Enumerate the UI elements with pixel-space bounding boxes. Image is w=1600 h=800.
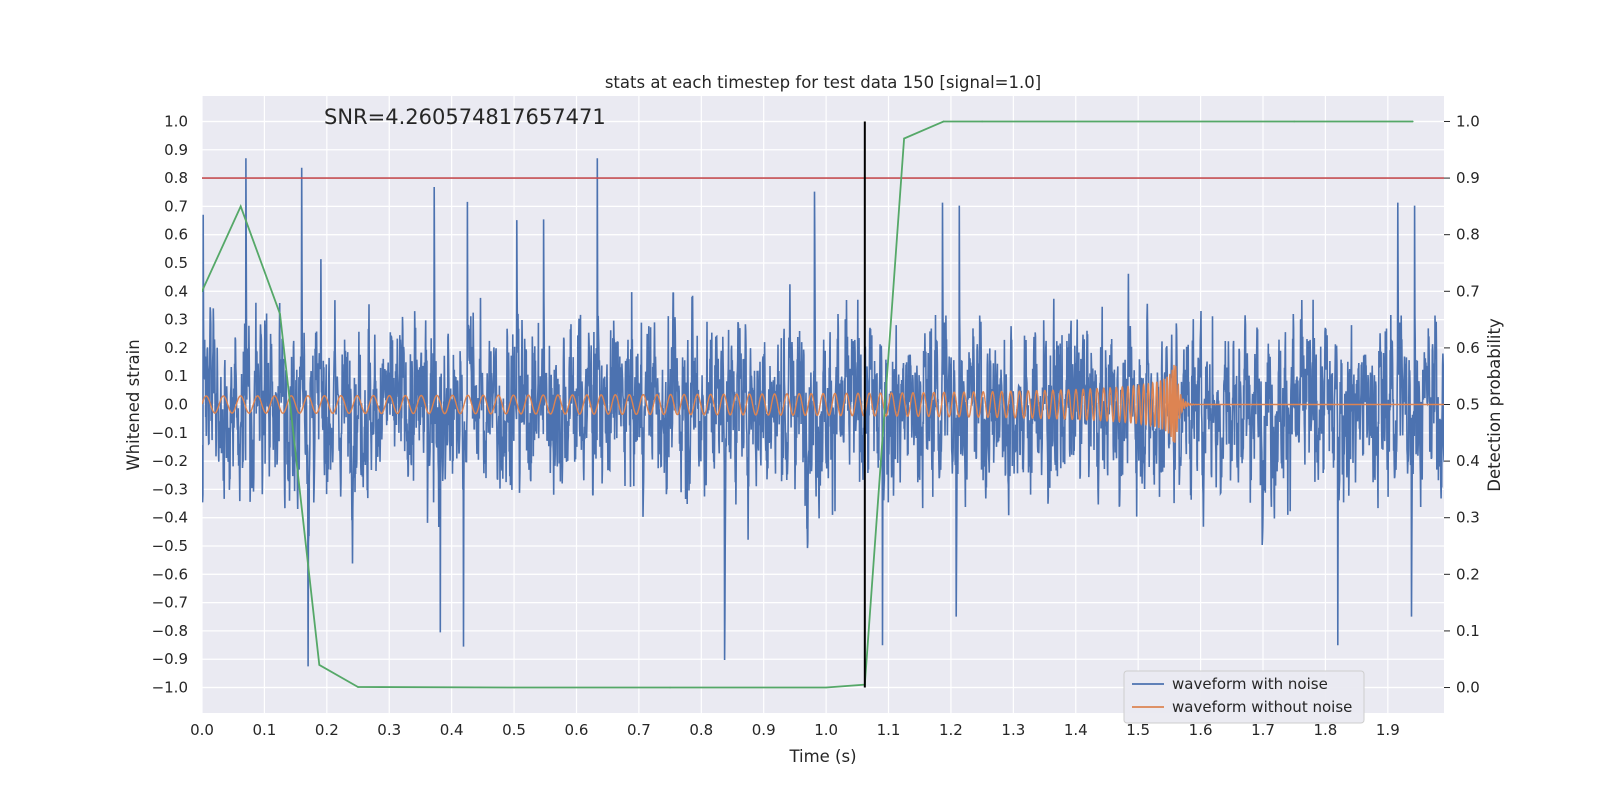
- x-tick-label: 1.7: [1251, 721, 1275, 739]
- x-tick-label: 1.8: [1313, 721, 1337, 739]
- legend-label-noise: waveform with noise: [1172, 675, 1328, 693]
- legend-label-clean: waveform without noise: [1172, 698, 1352, 716]
- y-tick-label: 0.0: [164, 396, 188, 414]
- y-tick-label: 1.0: [164, 112, 188, 130]
- y2-tick-label: 0.9: [1456, 169, 1480, 187]
- x-tick-label: 1.5: [1126, 721, 1150, 739]
- x-tick-label: 1.4: [1064, 721, 1088, 739]
- x-tick-label: 1.0: [814, 721, 838, 739]
- y-axis-label: Whitened strain: [124, 339, 143, 470]
- detection-probability-point: [981, 120, 983, 123]
- y-tick-label: −0.2: [152, 452, 188, 470]
- y-tick-label: −0.5: [152, 537, 188, 555]
- y2-tick-label: 0.7: [1456, 282, 1480, 300]
- detection-probability-point: [279, 313, 281, 315]
- x-tick-label: 0.2: [315, 721, 339, 739]
- y2-axis-label: Detection probability: [1485, 318, 1504, 492]
- detection-probability-point: [1293, 120, 1296, 123]
- x-tick-label: 1.6: [1189, 721, 1213, 739]
- y2-tick-label: 0.6: [1456, 339, 1480, 357]
- detection-probability-point: [513, 686, 515, 689]
- detection-probability-point: [202, 290, 203, 293]
- x-tick-labels: 0.0 0.1 0.2 0.3 0.4 0.5 0.6 0.7 0.8 0.9 1.0 1.1 1.2 1…: [190, 721, 1400, 739]
- x-tick-label: 0.8: [689, 721, 713, 739]
- y-tick-label: 0.4: [164, 282, 188, 300]
- x-tick-label: 1.9: [1376, 721, 1400, 739]
- y-tick-label: 0.6: [164, 226, 188, 244]
- y-tick-label: −0.9: [152, 650, 188, 668]
- x-tick-label: 0.4: [440, 721, 464, 739]
- y-tick-label: −0.8: [152, 622, 188, 640]
- detection-probability-point: [318, 664, 321, 666]
- y-tick-label: −0.7: [152, 594, 188, 612]
- detection-probability-point: [825, 686, 827, 689]
- y-tick-label: −1.0: [152, 679, 188, 697]
- y-tick-label: 0.2: [164, 339, 188, 357]
- snr-annotation: SNR=4.260574817657471: [324, 105, 606, 129]
- detection-probability-point: [1411, 120, 1414, 123]
- detection-probability-point: [903, 137, 905, 140]
- x-tick-label: 0.3: [377, 721, 401, 739]
- y2-tick-label: 0.4: [1456, 452, 1480, 470]
- detection-probability-point: [239, 205, 242, 208]
- y2-tick-label: 1.0: [1456, 112, 1480, 130]
- y2-tick-label: 0.2: [1456, 565, 1480, 583]
- detection-probability-point: [669, 686, 671, 689]
- y2-tick-label: 0.1: [1456, 622, 1480, 640]
- legend-box: [1123, 670, 1365, 724]
- x-axis-label: Time (s): [788, 747, 856, 766]
- series-waveform-with-noise: [202, 158, 1444, 667]
- x-tick-label: 1.2: [939, 721, 963, 739]
- y-tick-label: −0.3: [152, 480, 188, 498]
- x-tick-label: 0.1: [252, 721, 276, 739]
- y2-tick-label: 0.3: [1456, 509, 1480, 527]
- y-tick-label: 0.1: [164, 367, 188, 385]
- y-tick-label: −0.4: [152, 509, 188, 527]
- detection-probability-point: [1137, 120, 1139, 123]
- x-tick-label: 0.7: [627, 721, 651, 739]
- y2-tick-label: 0.0: [1456, 679, 1480, 697]
- detection-probability-point: [942, 120, 945, 123]
- y2-tick-label: 0.5: [1456, 396, 1480, 414]
- y-tick-label: 0.9: [164, 141, 188, 159]
- y2-tick-labels: 1.0 0.9 0.8 0.7 0.6 0.5 0.4 0.3 0.2 0.1 0.0: [1444, 112, 1480, 697]
- x-tick-label: 1.1: [877, 721, 901, 739]
- y-tick-label: 0.8: [164, 169, 188, 187]
- x-tick-label: 0.5: [502, 721, 526, 739]
- x-tick-label: 0.6: [565, 721, 589, 739]
- chart-title: stats at each timestep for test data 150…: [605, 73, 1041, 92]
- x-tick-label: 1.3: [1001, 721, 1025, 739]
- y-tick-label: 0.7: [164, 197, 188, 215]
- y-tick-label: 0.5: [164, 254, 188, 272]
- x-tick-label: 0.9: [752, 721, 776, 739]
- detection-probability-point: [357, 686, 359, 688]
- y-tick-labels: 1.0 0.9 0.8 0.7 0.6 0.5 0.4 0.3 0.2 0.1 0.0 −0.1 −0.…: [152, 112, 188, 696]
- y-tick-label: −0.6: [152, 565, 188, 583]
- y-tick-label: 0.3: [164, 311, 188, 329]
- y-tick-label: −0.1: [152, 424, 188, 442]
- legend: waveform with noise waveform without noi…: [1123, 670, 1365, 724]
- series-layer: [202, 120, 1444, 689]
- x-tick-label: 0.0: [190, 721, 214, 739]
- series-waveform-without-noise: [202, 364, 1444, 443]
- y2-tick-label: 0.8: [1456, 226, 1480, 244]
